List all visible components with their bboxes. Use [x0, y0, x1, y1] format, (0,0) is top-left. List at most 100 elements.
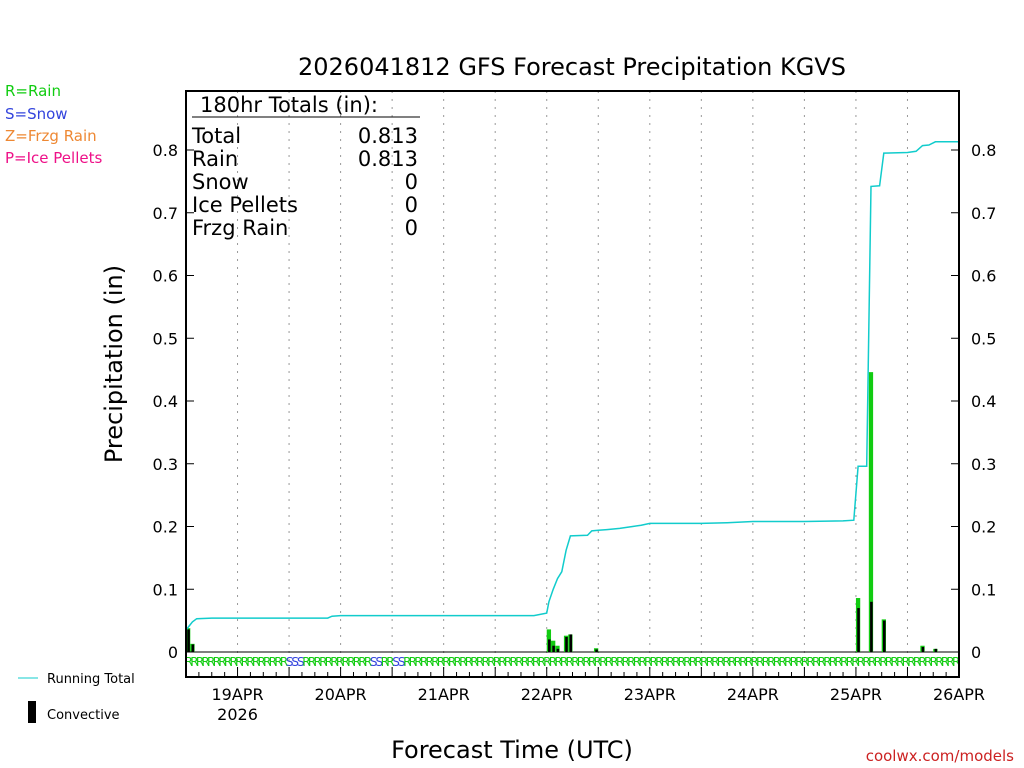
y-tick-label-right: 0.6: [971, 267, 996, 286]
ptype-mark: R: [650, 655, 658, 669]
ptype-mark: R: [834, 655, 842, 669]
bars-layer: [186, 372, 938, 652]
totals-label-ice-pellets: Ice Pellets: [192, 193, 298, 217]
legend-running-total: Running Total: [47, 672, 135, 687]
ptype-mark: R: [896, 655, 904, 669]
convective-bar: [548, 639, 551, 652]
ptype-mark: R: [778, 655, 786, 669]
ptype-mark: R: [924, 655, 932, 669]
ptype-mark: R: [431, 655, 439, 669]
ptype-mark: R: [302, 655, 310, 669]
ptype-mark: R: [582, 655, 590, 669]
ptype-mark: R: [465, 655, 473, 669]
legend-frzg-rain: Z=Frzg Rain: [5, 127, 97, 145]
convective-bar: [569, 634, 573, 652]
x-tick-label: 22APR: [521, 685, 573, 704]
ptype-mark: R: [773, 655, 781, 669]
ptype-mark: R: [717, 655, 725, 669]
ptype-mark: R: [448, 655, 456, 669]
ptype-mark: R: [890, 655, 898, 669]
totals-value-snow: 0: [405, 170, 418, 194]
ptype-mark: R: [812, 655, 820, 669]
ptype-mark: R: [599, 655, 607, 669]
y-tick-label-right: 0.7: [971, 204, 996, 223]
ptype-mark: S: [297, 655, 305, 669]
ptype-mark: R: [762, 655, 770, 669]
ptype-mark: R: [683, 655, 691, 669]
x-tick-label: 21APR: [418, 685, 470, 704]
ptype-mark: R: [818, 655, 826, 669]
y-tick-label-right: 0: [971, 643, 981, 662]
ptype-mark: R: [196, 655, 204, 669]
ptype-mark: R: [386, 655, 394, 669]
ptype-mark: R: [930, 655, 938, 669]
y-tick-label-left: 0: [168, 643, 178, 662]
ptype-mark: R: [201, 655, 209, 669]
ptype-mark: R: [515, 655, 523, 669]
convective-bar: [191, 644, 195, 652]
ptype-mark: R: [207, 655, 215, 669]
ptype-mark: R: [885, 655, 893, 669]
ptype-mark: R: [666, 655, 674, 669]
ptype-mark: R: [470, 655, 478, 669]
totals-label-rain: Rain: [192, 147, 238, 171]
ptype-mark: R: [269, 655, 277, 669]
legend-convective-swatch: [28, 701, 36, 723]
ptype-mark: R: [549, 655, 557, 669]
ptype-mark: R: [784, 655, 792, 669]
ptype-mark: R: [274, 655, 282, 669]
ptype-mark: R: [862, 655, 870, 669]
ptype-mark: R: [846, 655, 854, 669]
ptype-mark: R: [661, 655, 669, 669]
ptype-mark: R: [907, 655, 915, 669]
ptype-mark: R: [442, 655, 450, 669]
ptype-mark: R: [678, 655, 686, 669]
ptype-mark: R: [381, 655, 389, 669]
ptype-mark: R: [364, 655, 372, 669]
ptype-mark: R: [476, 655, 484, 669]
convective-bar: [921, 646, 925, 652]
y-tick-label-left: 0.1: [153, 580, 178, 599]
totals-label-snow: Snow: [192, 170, 249, 194]
x-tick-label: 26APR: [933, 685, 985, 704]
ptype-mark: S: [370, 655, 378, 669]
ptype-mark: R: [280, 655, 288, 669]
ptype-mark: R: [336, 655, 344, 669]
ptype-mark: R: [241, 655, 249, 669]
convective-bar: [857, 608, 860, 652]
ptype-mark: R: [616, 655, 624, 669]
ptype-layer: RRRRRRRRRRRRRRRRRRSSSRRRRRRRRRRRRSSRRSSR…: [185, 655, 961, 669]
ptype-mark: R: [252, 655, 260, 669]
ptype-mark: R: [437, 655, 445, 669]
ptype-mark: R: [358, 655, 366, 669]
ptype-mark: R: [868, 655, 876, 669]
x-tick-sublabel: 2026: [217, 705, 258, 724]
ptype-mark: R: [453, 655, 461, 669]
ptype-mark: R: [459, 655, 467, 669]
ptype-mark: R: [734, 655, 742, 669]
ptype-mark: R: [672, 655, 680, 669]
totals-value-total: 0.813: [358, 124, 418, 148]
ptype-mark: R: [504, 655, 512, 669]
y-tick-label-left: 0.5: [153, 329, 178, 348]
totals-label-frzg-rain: Frzg Rain: [192, 216, 288, 240]
y-tick-label-left: 0.2: [153, 518, 178, 537]
totals-value-ice-pellets: 0: [405, 193, 418, 217]
y-axis-title: Precipitation (in): [100, 265, 128, 463]
ptype-mark: R: [644, 655, 652, 669]
totals-value-rain: 0.813: [358, 147, 418, 171]
y-tick-label-right: 0.5: [971, 329, 996, 348]
ptype-mark: R: [229, 655, 237, 669]
ptype-mark: R: [946, 655, 954, 669]
ptype-mark: R: [409, 655, 417, 669]
x-tick-label: 20APR: [315, 685, 367, 704]
ptype-mark: R: [594, 655, 602, 669]
line-layer: [185, 141, 959, 631]
ptype-mark: R: [605, 655, 613, 669]
ptype-mark: R: [560, 655, 568, 669]
legend-ice-pellets: P=Ice Pellets: [5, 149, 102, 167]
x-tick-label: 25APR: [830, 685, 882, 704]
ptype-mark: R: [554, 655, 562, 669]
ptype-mark: R: [952, 655, 960, 669]
ptype-mark: R: [487, 655, 495, 669]
